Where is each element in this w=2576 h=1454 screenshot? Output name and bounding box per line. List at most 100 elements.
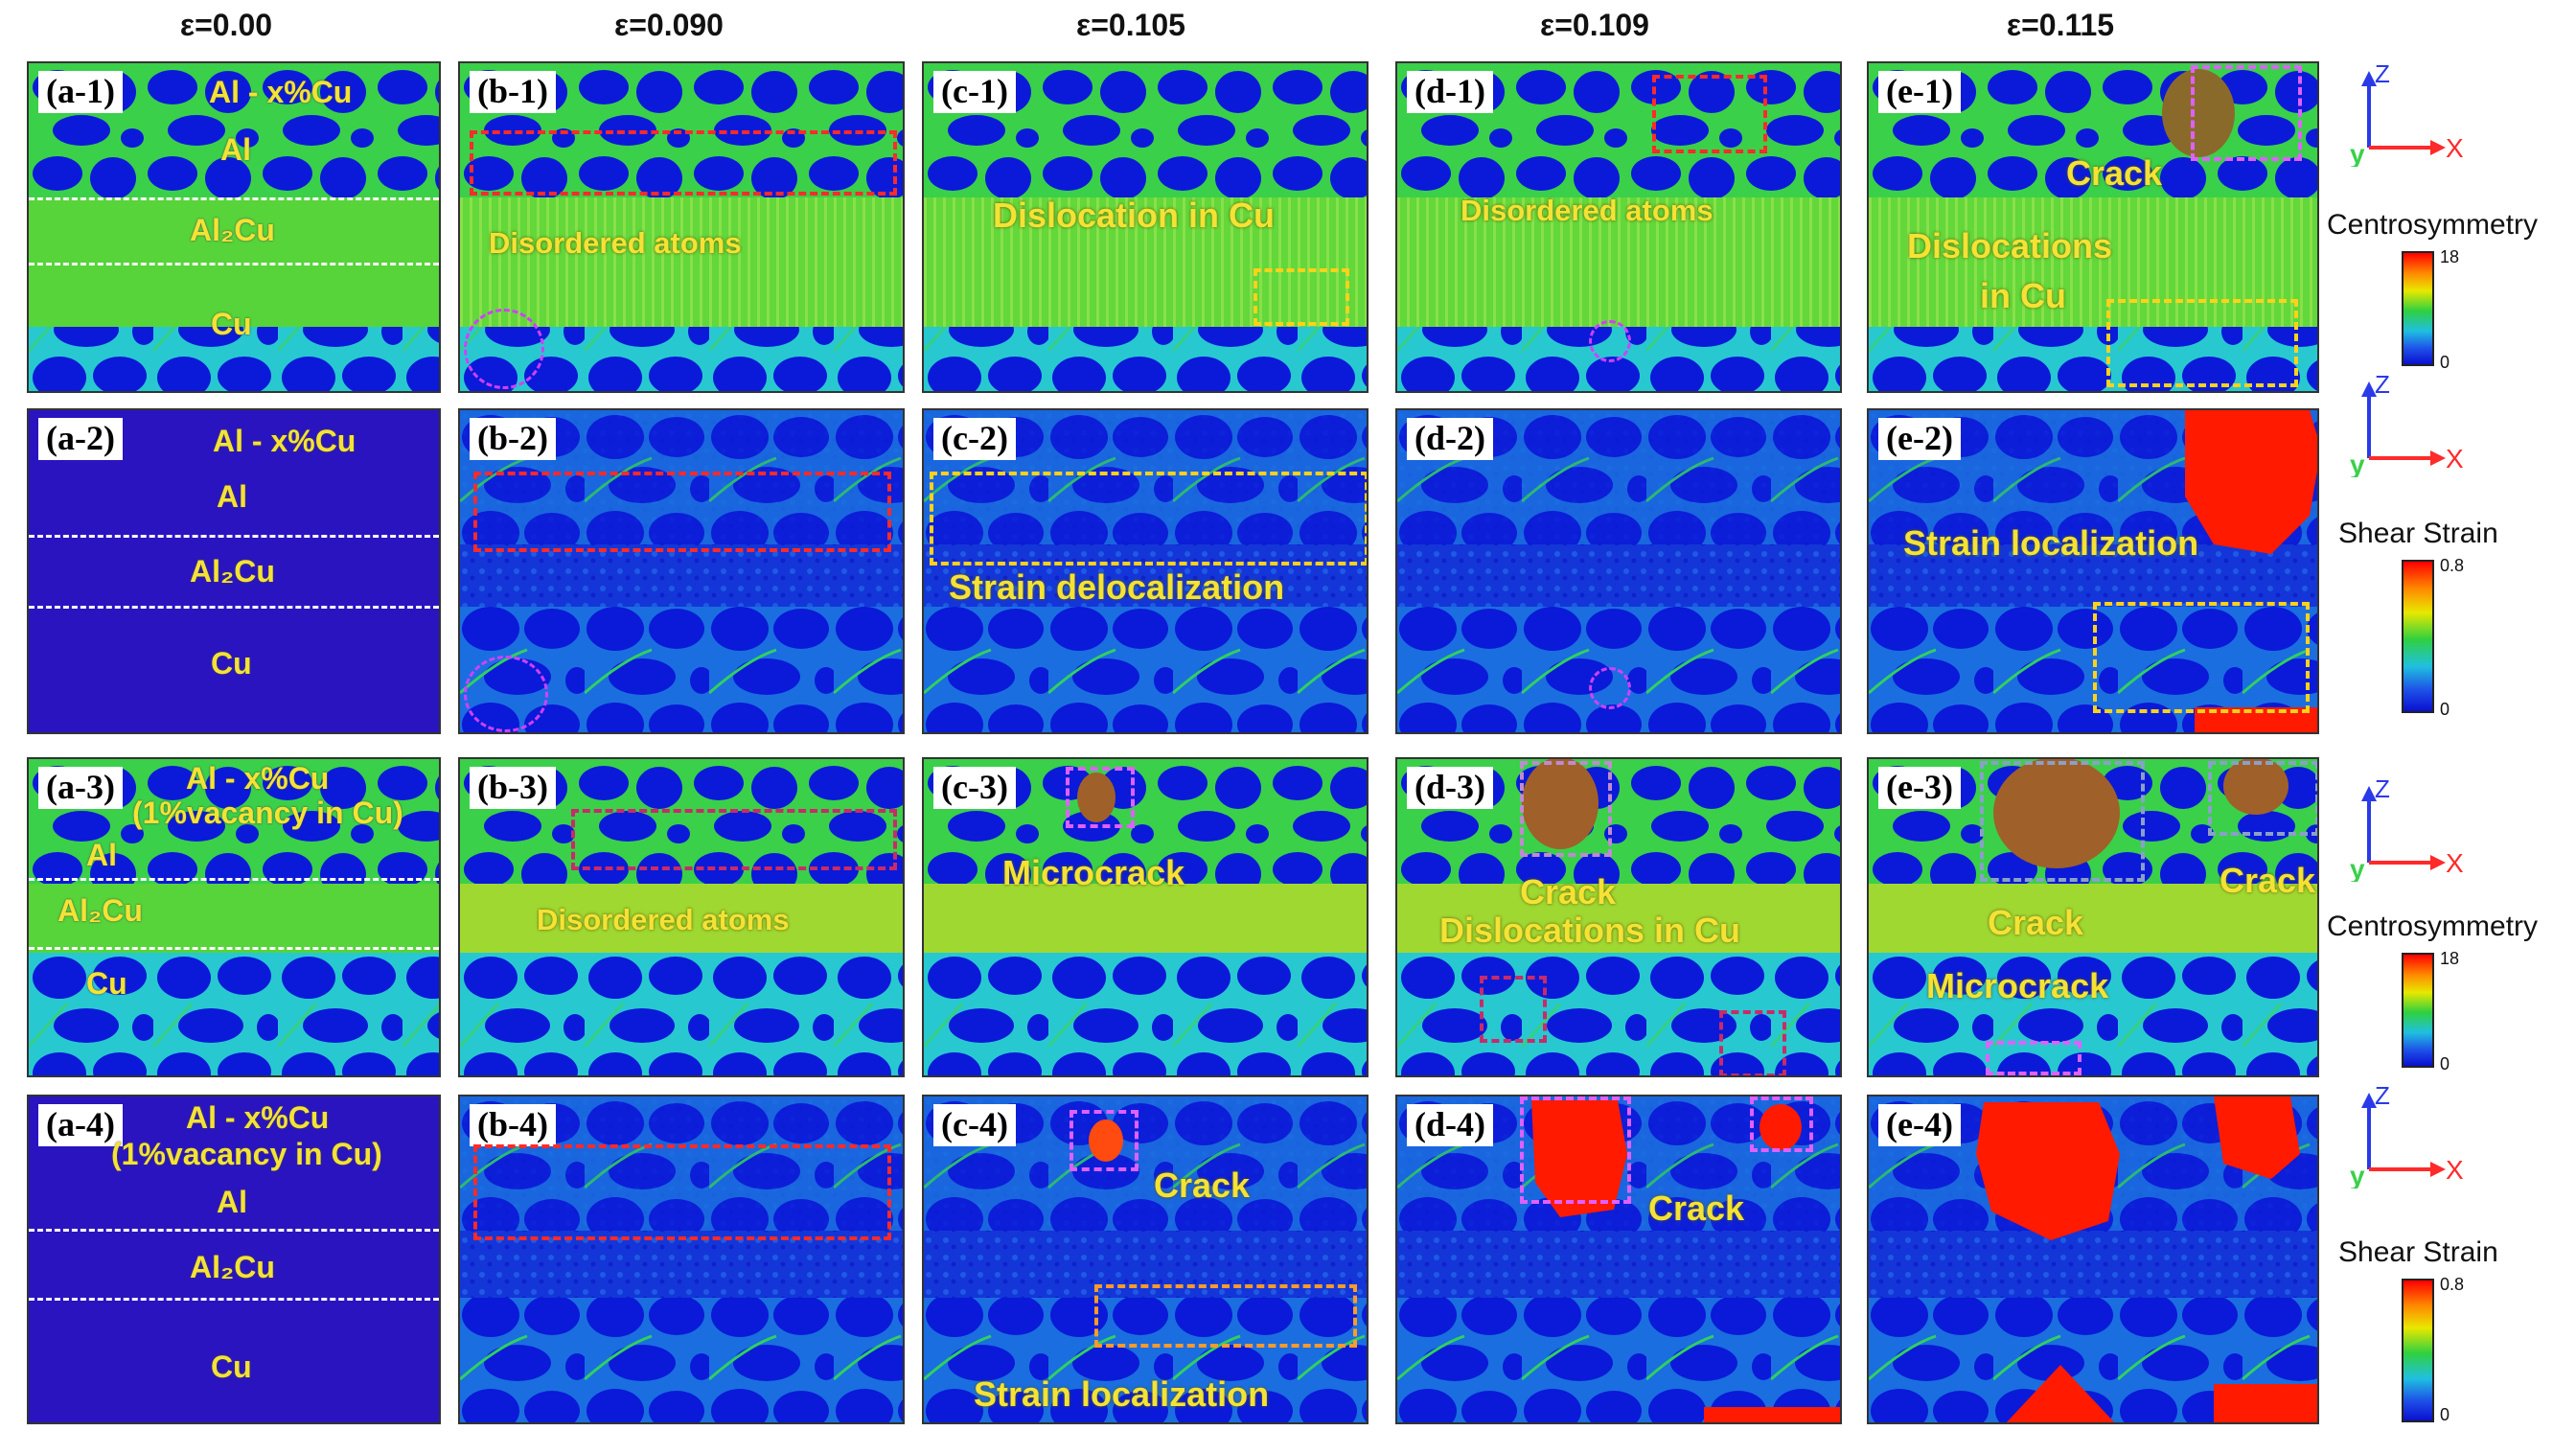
layer-label-al2cu: Al₂Cu [190,1250,275,1284]
layer-label-al: Al [217,479,247,514]
axis-triad-row3: Z X y [2350,776,2463,882]
panel-label-b3: (b-3) [470,767,556,809]
column-header-eps-0090: ε=0.090 [614,8,724,42]
highlight-box-pink [1520,761,1612,857]
axis-x-label: X [2446,1155,2463,1185]
panel-e4: (e-4) [1867,1095,2319,1424]
highlight-box-pink [2191,65,2302,161]
colorbar-centrosymmetry [2402,251,2434,366]
layer-label-cu: Cu [211,1350,252,1384]
highlight-circle [1589,320,1631,362]
highlight-box-red [1480,976,1547,1043]
axis-triad-row4: Z X y [2350,1083,2463,1189]
panel-label-e1: (e-1) [1878,71,1961,113]
highlight-box-red [470,130,897,196]
panel-b1: (b-1) Disordered atoms [458,61,905,393]
highlight-circle [1589,667,1631,709]
axis-triad-row1: Z X y [2350,61,2463,167]
panel-label-c2: (c-2) [933,418,1016,460]
highlight-box-pink [1980,761,2145,882]
panel-b2: (b-2) [458,408,905,734]
panel-c3: (c-3) Microcrack [922,757,1368,1077]
column-header-eps-000: ε=0.00 [179,8,273,42]
panel-a1: (a-1) Al - x%Cu Al Al₂Cu Cu [27,61,441,393]
layer-label-alloy: Al - x%Cu [186,1100,330,1135]
highlight-circle [464,656,548,732]
panel-b1-image [460,63,903,391]
interface-line [29,263,439,265]
panel-label-d2: (d-2) [1407,418,1493,460]
panel-label-c3: (c-3) [933,767,1016,809]
layer-label-al: Al [86,838,117,872]
highlight-box-pink [2208,761,2317,836]
axis-x-label: X [2446,444,2463,473]
layer-label-alloy: Al - x%Cu [213,424,356,458]
layer-label-al: Al [217,1185,247,1219]
axis-triad-row2: Z X y [2350,372,2463,477]
colorbar-min: 0 [2440,353,2450,372]
panel-label-b4: (b-4) [470,1104,556,1146]
column-header-eps-0115: ε=0.115 [2006,8,2115,42]
highlight-box-red [1652,75,1767,153]
interface-line [29,947,439,950]
panel-c4: (c-4) Crack Strain localization [922,1095,1368,1424]
annotation-microcrack: Microcrack [1002,853,1185,892]
legend-title-centrosymmetry: Centrosymmetry [2327,911,2539,942]
panel-label-a1: (a-1) [38,71,123,113]
highlight-box-yellow [1254,268,1349,326]
interface-line [29,535,439,538]
layer-label-cu: Cu [211,646,252,681]
panel-c1: (c-1) Dislocation in Cu [922,61,1368,393]
highlight-box-pink [1520,1096,1631,1204]
panel-b4: (b-4) [458,1095,905,1424]
highlight-circle [464,309,544,389]
annotation-strain-localization: Strain localization [1903,523,2199,563]
panel-label-d3: (d-3) [1407,767,1493,809]
panel-label-a4: (a-4) [38,1104,123,1146]
panel-e1: (e-1) Crack Dislocations in Cu [1867,61,2319,393]
interface-line [29,1229,439,1232]
panel-a4: (a-4) Al - x%Cu (1%vacancy in Cu) Al Al₂… [27,1095,441,1424]
highlight-box-red [473,1144,891,1240]
annotation-crack: Crack [1988,903,2084,942]
layer-label-al2cu: Al₂Cu [190,213,275,247]
panel-d4: (d-4) Crack [1395,1095,1842,1424]
axis-y-label: y [2350,1161,2365,1189]
layer-label-al2cu: Al₂Cu [190,554,275,589]
panel-c2-image [924,410,1367,732]
layer-label-cu: Cu [211,307,252,341]
layer-label-alloy: Al - x%Cu [186,761,330,796]
legend-title-centrosymmetry: Centrosymmetry [2327,209,2539,241]
panel-e4-image [1869,1096,2317,1422]
panel-d2: (d-2) [1395,408,1842,734]
annotation-crack: Crack [1648,1189,1745,1228]
annotation-microcrack: Microcrack [1926,966,2109,1005]
interface-line [29,197,439,200]
axis-y-label: y [2350,854,2365,882]
highlight-box-pink [1070,1110,1138,1171]
panel-label-b1: (b-1) [470,71,556,113]
highlight-box-pink [1066,767,1135,828]
axis-z-label: Z [2375,776,2390,803]
annotation-crack: Crack [2066,153,2163,193]
interface-line [29,606,439,609]
annotation-crack: Crack [1520,872,1617,912]
highlight-box-yellow [2093,602,2310,713]
panel-label-a2: (a-2) [38,418,123,460]
panel-a1-image [29,63,439,391]
panel-label-b2: (b-2) [470,418,556,460]
axis-x-label: X [2446,133,2463,163]
axis-y-label: y [2350,450,2365,477]
column-header-eps-0109: ε=0.109 [1540,8,1649,42]
column-header-eps-0105: ε=0.105 [1076,8,1185,42]
panel-label-a3: (a-3) [38,767,123,809]
annotation-strain-delocalization: Strain delocalization [949,567,1285,607]
panel-d3: (d-3) Crack Dislocations in Cu [1395,757,1842,1077]
axis-x-label: X [2446,848,2463,878]
layer-label-cu: Cu [86,966,127,1001]
colorbar-centrosymmetry [2402,953,2434,1068]
panel-b3-image [460,759,903,1075]
panel-label-e2: (e-2) [1878,418,1961,460]
axis-z-label: Z [2375,372,2390,399]
annotation-dislocation-in-cu: Dislocation in Cu [993,196,1276,235]
